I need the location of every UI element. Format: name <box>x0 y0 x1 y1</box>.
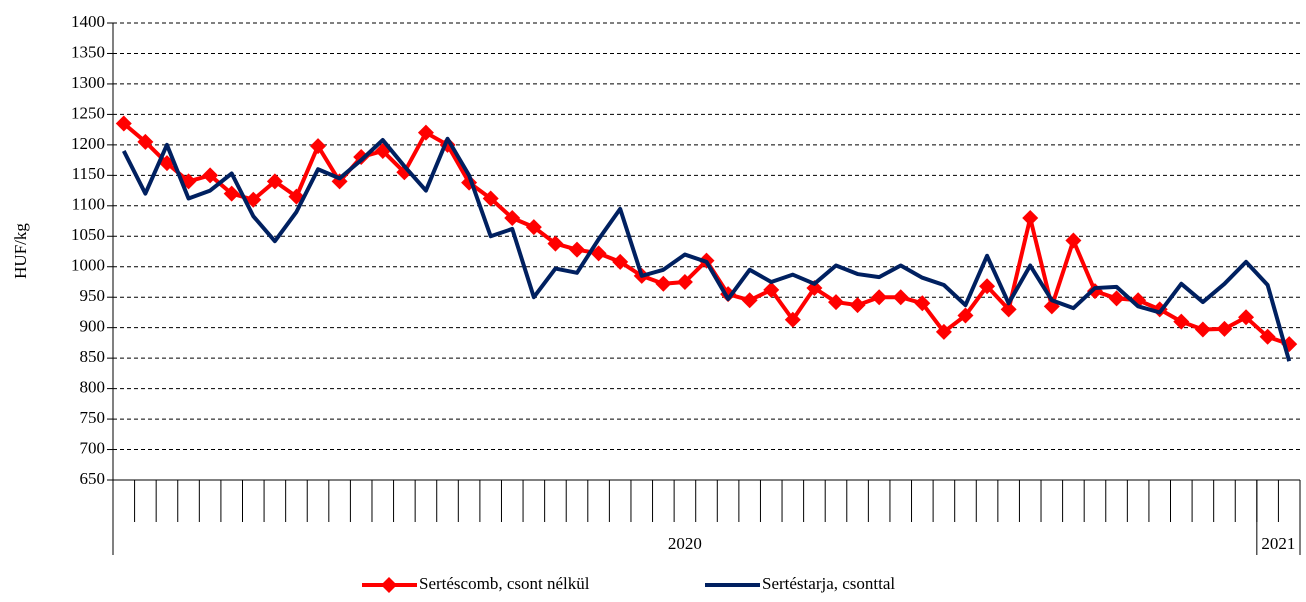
y-tick-label: 1350 <box>71 42 105 61</box>
marker <box>676 273 693 290</box>
y-tick-label: 850 <box>80 347 106 366</box>
marker <box>827 294 844 311</box>
marker <box>137 133 154 150</box>
marker <box>569 241 586 258</box>
legend-label: Sertéstarja, csonttal <box>762 574 895 593</box>
marker <box>1065 232 1082 249</box>
marker <box>245 191 262 208</box>
y-axis-label: HUF/kg <box>11 223 30 279</box>
marker <box>1238 309 1255 326</box>
y-tick-label: 1400 <box>71 12 105 31</box>
marker <box>115 115 132 132</box>
y-tick-label: 900 <box>80 317 106 336</box>
marker <box>504 209 521 226</box>
y-tick-label: 1000 <box>71 256 105 275</box>
marker <box>1194 321 1211 338</box>
marker <box>310 138 327 155</box>
marker <box>590 245 607 262</box>
series-line <box>122 122 1290 347</box>
marker <box>892 289 909 306</box>
group-label: 2021 <box>1261 534 1295 553</box>
marker <box>763 281 780 298</box>
marker <box>1108 290 1125 307</box>
y-tick-label: 950 <box>80 286 106 305</box>
y-tick-label: 1300 <box>71 73 105 92</box>
y-tick-label: 1050 <box>71 225 105 244</box>
y-tick-label: 800 <box>80 378 106 397</box>
marker <box>223 185 240 202</box>
marker <box>525 219 542 236</box>
marker <box>612 253 629 270</box>
marker <box>849 297 866 314</box>
marker <box>979 278 996 295</box>
marker <box>266 173 283 190</box>
marker <box>547 235 564 252</box>
marker <box>1000 301 1017 318</box>
y-tick-label: 650 <box>80 469 106 488</box>
marker <box>1259 328 1276 345</box>
marker <box>914 295 931 312</box>
marker <box>202 167 219 184</box>
marker <box>482 190 499 207</box>
marker <box>784 311 801 328</box>
marker <box>741 292 758 309</box>
marker <box>935 323 952 340</box>
marker <box>871 289 888 306</box>
legend-label: Sertéscomb, csont nélkül <box>419 574 590 593</box>
marker <box>417 124 434 141</box>
marker <box>957 307 974 324</box>
marker <box>655 275 672 292</box>
series-line <box>122 136 1292 362</box>
marker <box>1022 209 1039 226</box>
marker <box>1216 320 1233 337</box>
y-tick-label: 700 <box>80 438 106 457</box>
y-tick-label: 1250 <box>71 103 105 122</box>
marker <box>1173 313 1190 330</box>
y-tick-label: 750 <box>80 408 106 427</box>
y-tick-label: 1100 <box>72 195 105 214</box>
legend-marker <box>381 577 397 593</box>
y-tick-label: 1200 <box>71 134 105 153</box>
group-label: 2020 <box>668 534 702 553</box>
y-tick-label: 1150 <box>72 164 105 183</box>
